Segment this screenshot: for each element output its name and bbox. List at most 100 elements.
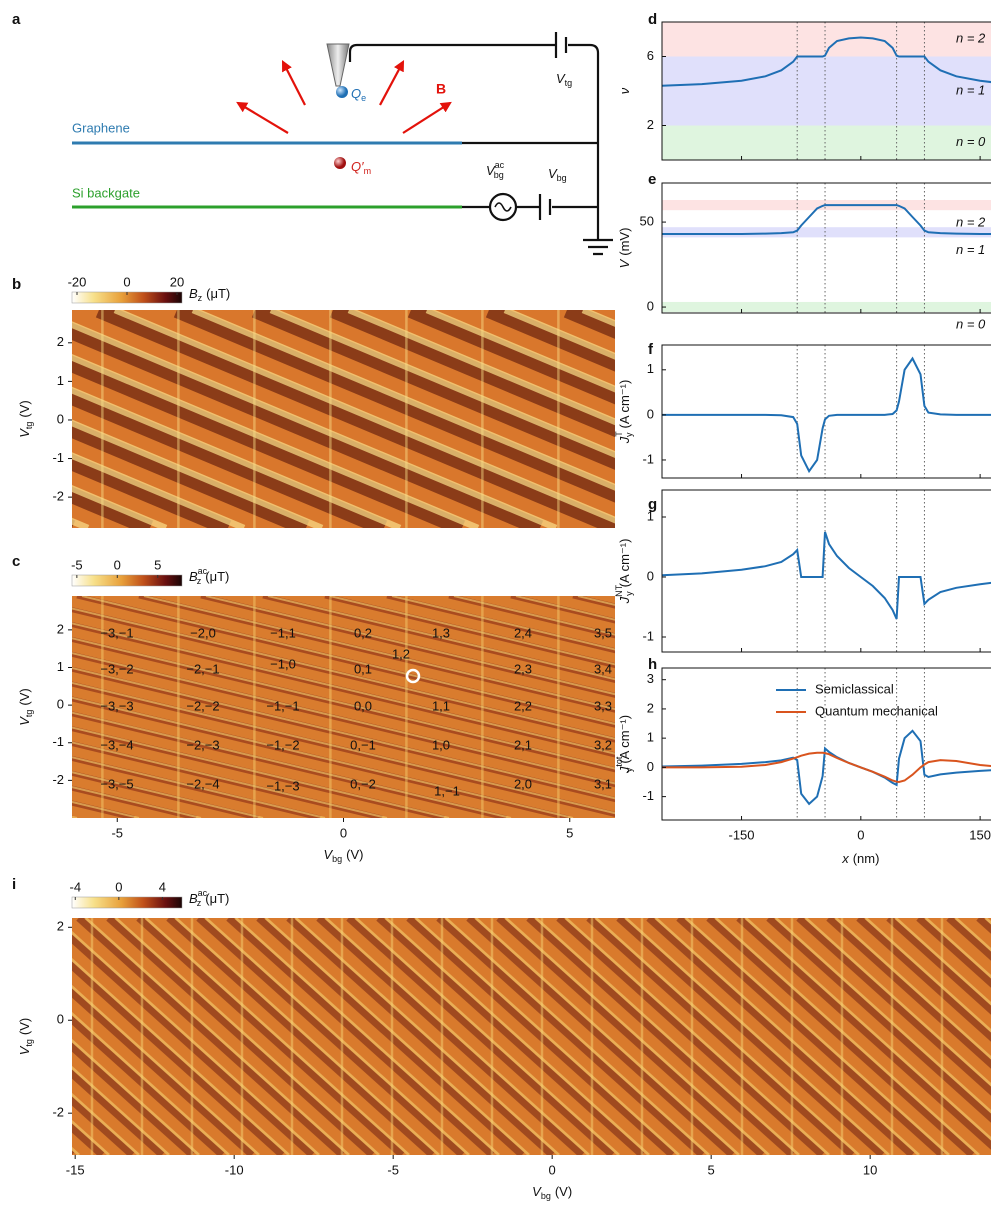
level-label: −1,−2 (266, 737, 299, 752)
colorbar-tick-label: -5 (71, 557, 83, 572)
y-tick-label: 0 (647, 759, 654, 774)
level-label: 0,−1 (350, 737, 376, 752)
heatmap-feature (448, 596, 615, 639)
x-axis-label: Vbg (V) (323, 847, 363, 864)
heatmap-feature (504, 918, 770, 1155)
heatmap-feature (444, 918, 710, 1155)
heatmap-feature (72, 485, 168, 528)
band (662, 56, 991, 126)
level-label: −3,−3 (100, 698, 133, 713)
y-axis-label: Jtoty (A cm⁻¹) (614, 715, 634, 774)
heatmap-feature (72, 930, 320, 1155)
heatmap-feature (256, 918, 525, 1155)
level-label: 0,1 (354, 661, 372, 676)
y-tick-label: 0 (57, 697, 64, 712)
heatmap-feature (76, 596, 615, 728)
level-label: 3,3 (594, 698, 612, 713)
x-tick-label: 0 (857, 827, 864, 842)
heatmap-feature (324, 596, 615, 669)
y-tick-label: -1 (642, 451, 654, 466)
heatmap-feature (386, 596, 615, 654)
heatmap-feature (72, 988, 255, 1155)
line-series (661, 36, 991, 87)
heatmap-feature (262, 596, 615, 684)
panel-letter: a (12, 11, 21, 28)
level-label: 3,4 (594, 661, 612, 676)
heatmap-feature (406, 918, 675, 1155)
colorbar-tick-label: 0 (115, 879, 122, 894)
heatmap-feature (453, 596, 615, 636)
x-tick-label: 0 (340, 825, 347, 840)
colorbar-label-sup: ac (198, 566, 208, 576)
heatmap-feature (72, 755, 321, 818)
heatmap-feature (804, 918, 991, 1087)
x-axis-label-symbol: x (841, 851, 849, 866)
level-label: −2,−4 (186, 776, 219, 791)
line-series (662, 751, 991, 784)
heatmap-feature (95, 310, 615, 528)
x-tick-label: -15 (66, 1162, 85, 1177)
y-axis-label-unit: (A cm⁻¹) (617, 539, 632, 588)
colorbar-label-sup: ac (198, 888, 208, 898)
heatmap-feature (624, 918, 890, 1155)
top-gate-label-symbol: V (556, 71, 566, 86)
level-label: 0,0 (354, 698, 372, 713)
heatmap-feature (72, 961, 285, 1155)
level-label: −1,−3 (266, 778, 299, 793)
heatmap-feature (81, 596, 615, 725)
y-tick-label: 0 (57, 1012, 64, 1027)
wire (348, 43, 600, 240)
heatmap-feature (72, 421, 310, 528)
level-label: −3,−4 (100, 737, 133, 752)
y-axis-label-sub: tg (24, 710, 34, 718)
y-axis-label-unit: (mV) (617, 228, 632, 256)
colorbar-tick-label: 20 (170, 274, 184, 289)
heatmap-feature (324, 918, 590, 1155)
colorbar-label: Bac z (μT) (189, 566, 229, 586)
level-label: 2,4 (514, 625, 532, 640)
arrow (281, 60, 306, 106)
colorbar-tick-label: 4 (159, 879, 166, 894)
heatmap-feature (251, 310, 615, 470)
heatmap-feature (72, 957, 290, 1155)
heatmap-feature (144, 918, 410, 1155)
heatmap-feature (744, 918, 991, 1141)
heatmap-feature (294, 918, 560, 1155)
heatmap-feature (72, 636, 615, 773)
y-axis-label-sub: tg (24, 422, 34, 430)
x-tick-label: 10 (863, 1162, 877, 1177)
y-axis-label: Vtg (V) (17, 688, 34, 726)
y-axis-label: Vtg (V) (17, 400, 34, 438)
x-tick-label: -5 (387, 1162, 399, 1177)
colorbar-label: Bac z (μT) (189, 888, 229, 908)
heatmap-feature (106, 918, 375, 1155)
heatmap-base (72, 918, 991, 1155)
heatmap-feature (72, 607, 615, 743)
y-tick-label: 0 (57, 411, 64, 426)
y-tick-label: -2 (52, 489, 64, 504)
y-tick-label: 2 (57, 919, 64, 934)
heatmap-feature (72, 651, 615, 788)
heatmap-feature (72, 666, 615, 800)
heatmap-feature (684, 918, 950, 1155)
heatmap-feature (72, 607, 615, 740)
heatmap-feature (436, 918, 705, 1155)
heatmap-feature (204, 918, 470, 1155)
heatmap-feature (166, 918, 435, 1155)
tip-charge-label-symbol: Q (351, 86, 361, 101)
y-axis-label-symbol: V (17, 1045, 32, 1055)
ac-source (488, 192, 518, 222)
plot-frame (661, 182, 991, 314)
colorbar-label-sub: z (197, 576, 202, 586)
field-label: B (436, 81, 446, 97)
top-gate-label: Vtg (556, 71, 572, 88)
y-axis-label-symbol: V (617, 258, 632, 268)
colorbar-label-sub: z (198, 293, 203, 303)
heatmap-feature (72, 419, 324, 528)
y-axis-label-symbol: J (617, 436, 632, 444)
heatmap-feature (114, 918, 380, 1155)
y-tick-label: 2 (57, 334, 64, 349)
heatmap-feature (72, 741, 388, 818)
panel-letter: h (648, 656, 657, 673)
